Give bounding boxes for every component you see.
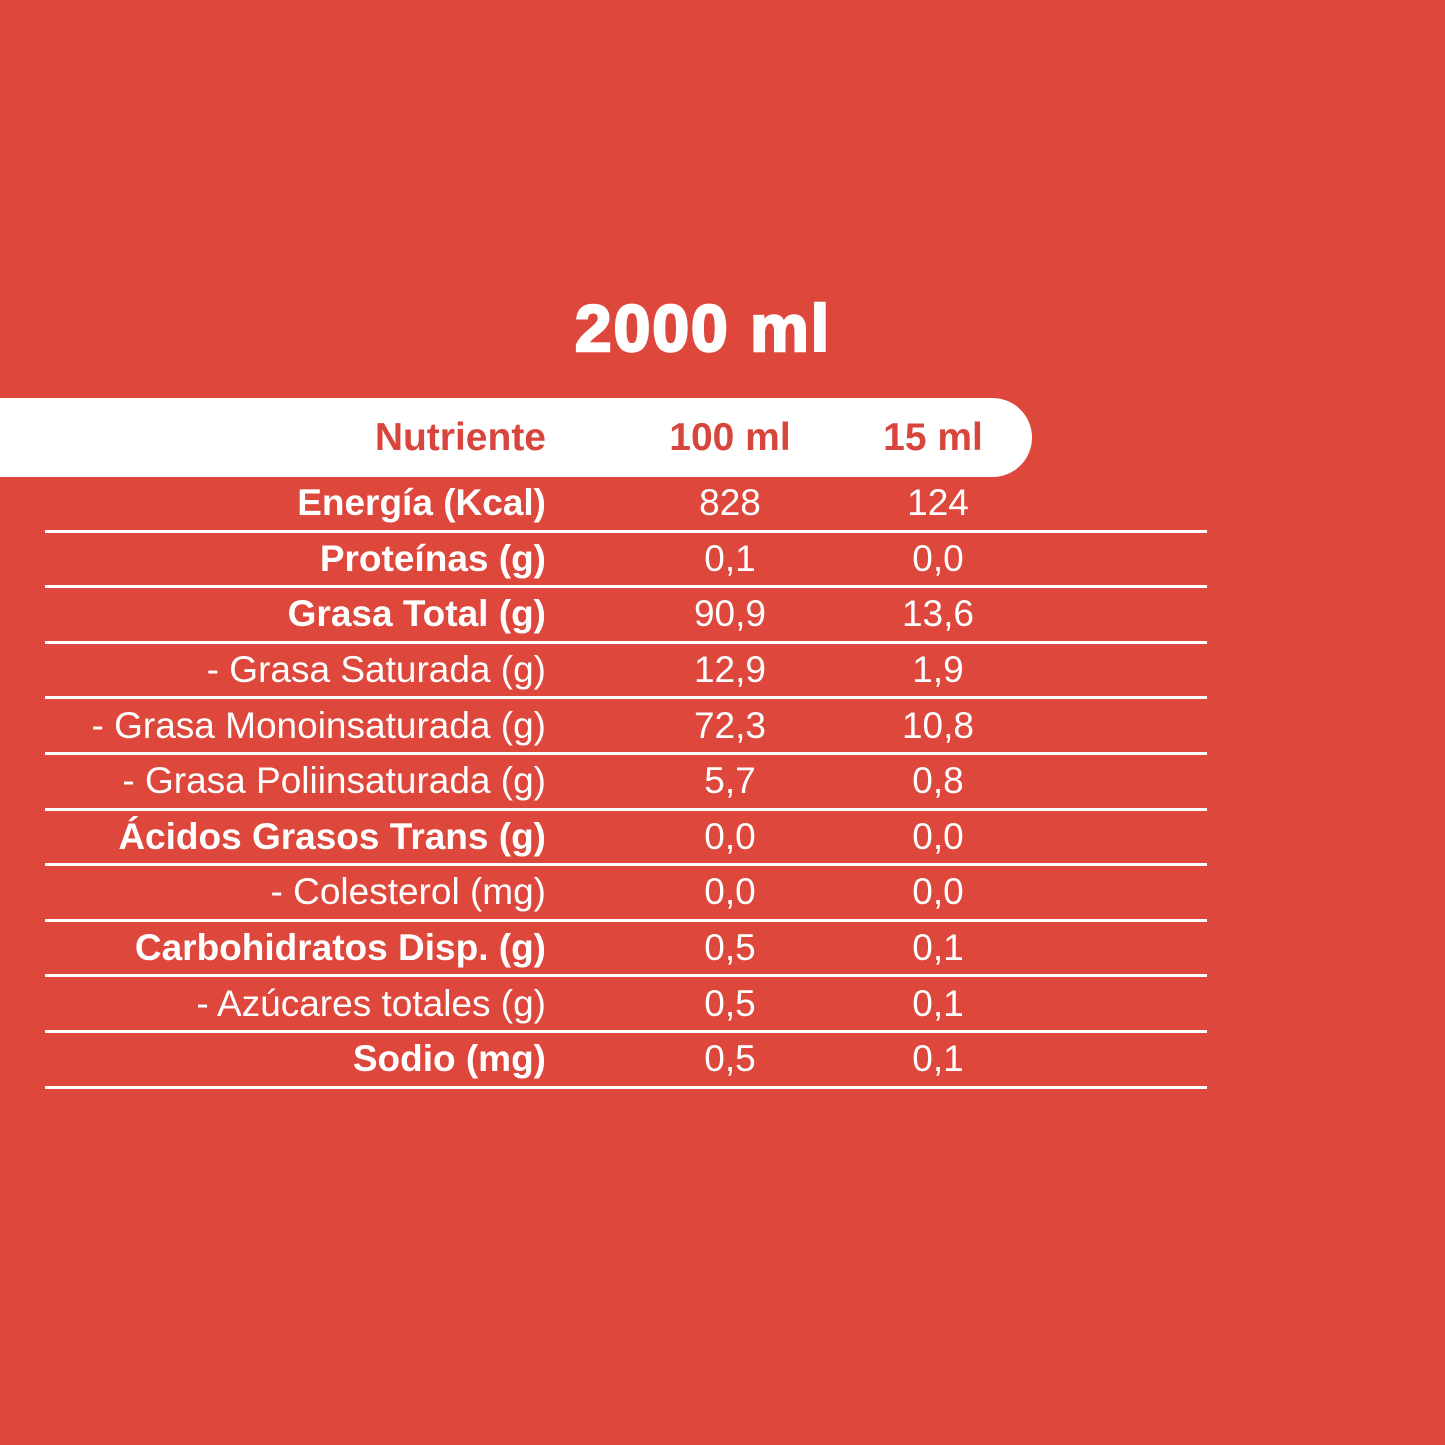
row-label: - Grasa Saturada (g) [206, 649, 546, 691]
table-row-grasa-total: Grasa Total (g) 90,9 13,6 [45, 588, 1207, 644]
table-row-grasa-monoinsaturada: - Grasa Monoinsaturada (g) 72,3 10,8 [45, 699, 1207, 755]
row-label: Ácidos Grasos Trans (g) [118, 815, 546, 857]
header-nutrient: Nutriente [374, 415, 546, 459]
table-row-grasa-poliinsaturada: - Grasa Poliinsaturada (g) 5,7 0,8 [45, 755, 1207, 811]
row-label: - Grasa Poliinsaturada (g) [122, 760, 546, 802]
row-label: Energía (Kcal) [297, 482, 546, 524]
row-value-100ml: 0,1 [704, 537, 756, 579]
row-value-15ml: 0,0 [912, 871, 964, 913]
row-value-15ml: 0,1 [912, 927, 964, 969]
row-value-100ml: 72,3 [693, 704, 766, 746]
table-row-grasa-saturada: - Grasa Saturada (g) 12,9 1,9 [45, 644, 1207, 700]
row-value-15ml: 0,1 [912, 982, 964, 1024]
row-value-15ml: 124 [907, 482, 969, 524]
nutrition-table: Energía (Kcal) 828 124 Proteínas (g) 0,1… [45, 477, 1207, 1089]
row-value-15ml: 13,6 [901, 593, 974, 635]
row-value-100ml: 5,7 [704, 760, 756, 802]
row-label: Sodio (mg) [352, 1038, 546, 1080]
row-value-100ml: 0,0 [704, 815, 756, 857]
table-header: Nutriente 100 ml 15 ml [0, 398, 1032, 477]
row-value-15ml: 0,0 [912, 537, 964, 579]
table-row-acidos-grasos-trans: Ácidos Grasos Trans (g) 0,0 0,0 [45, 811, 1207, 867]
row-value-100ml: 12,9 [693, 649, 766, 691]
row-label: Grasa Total (g) [287, 593, 546, 635]
row-value-100ml: 0,5 [704, 982, 756, 1024]
header-100ml: 100 ml [669, 415, 791, 459]
table-row-sodio: Sodio (mg) 0,5 0,1 [45, 1033, 1207, 1089]
table-row-colesterol: - Colesterol (mg) 0,0 0,0 [45, 866, 1207, 922]
row-value-100ml: 828 [699, 482, 761, 524]
row-label: - Grasa Monoinsaturada (g) [91, 704, 546, 746]
table-row-carbohidratos: Carbohidratos Disp. (g) 0,5 0,1 [45, 922, 1207, 978]
table-row-proteinas: Proteínas (g) 0,1 0,0 [45, 533, 1207, 589]
row-value-15ml: 0,0 [912, 815, 964, 857]
row-value-100ml: 0,5 [704, 927, 756, 969]
table-row-azucares-totales: - Azúcares totales (g) 0,5 0,1 [45, 977, 1207, 1033]
row-value-15ml: 0,1 [912, 1038, 964, 1080]
row-value-15ml: 1,9 [912, 649, 964, 691]
row-value-15ml: 0,8 [912, 760, 964, 802]
row-label: Proteínas (g) [319, 537, 546, 579]
row-value-100ml: 90,9 [693, 593, 766, 635]
row-value-15ml: 10,8 [901, 704, 974, 746]
table-row-energia: Energía (Kcal) 828 124 [45, 477, 1207, 533]
row-label: - Azúcares totales (g) [196, 982, 546, 1024]
row-value-100ml: 0,5 [704, 1038, 756, 1080]
row-value-100ml: 0,0 [704, 871, 756, 913]
row-label: Carbohidratos Disp. (g) [134, 927, 546, 969]
header-15ml: 15 ml [883, 415, 983, 459]
page-title: 2000 ml [574, 290, 832, 367]
row-label: - Colesterol (mg) [270, 871, 547, 913]
